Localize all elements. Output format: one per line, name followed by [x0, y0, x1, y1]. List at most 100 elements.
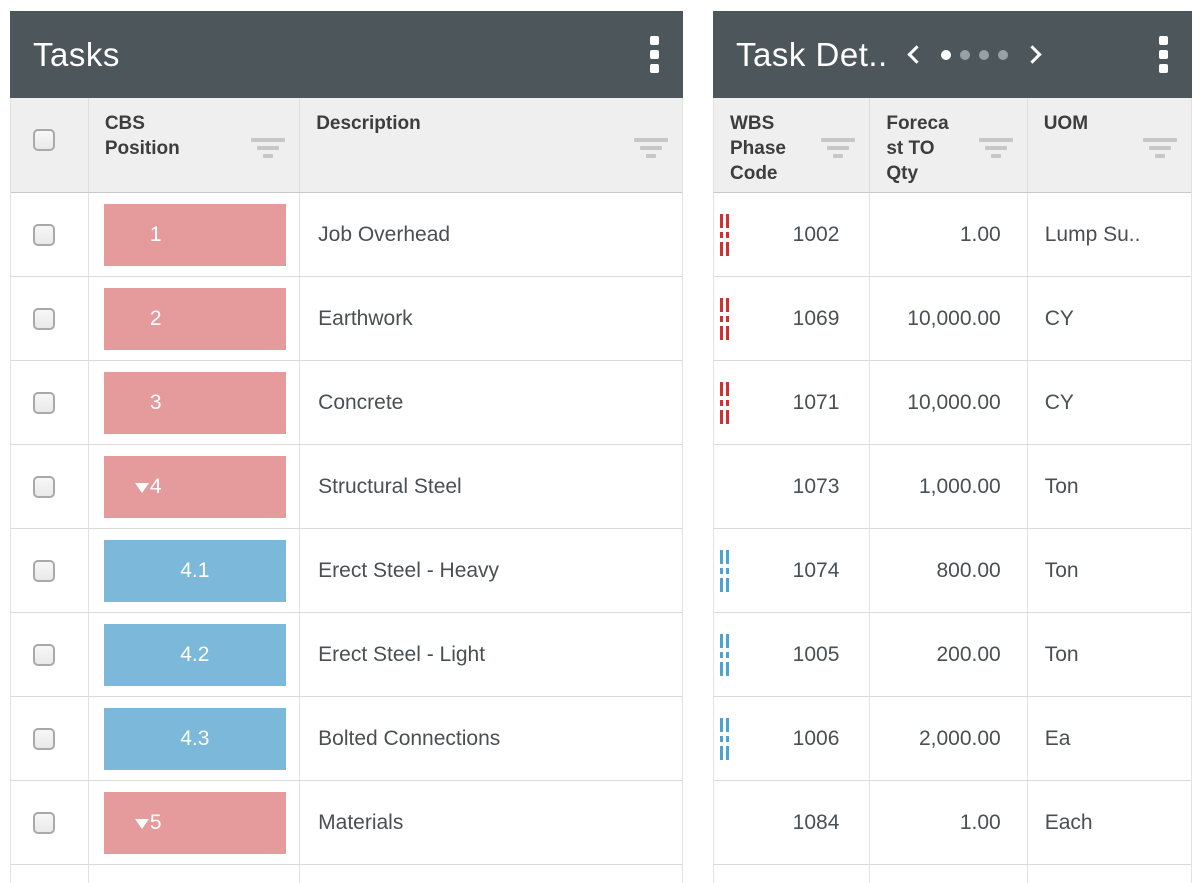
filter-icon[interactable] — [978, 138, 1013, 192]
description-cell[interactable]: Earthwork — [300, 277, 682, 360]
table-row[interactable]: 4.3 Bolted Connections — [11, 697, 682, 781]
uom-cell[interactable]: Lump Su.. — [1028, 193, 1191, 276]
wbs-phase-code-cell[interactable]: 1005 — [714, 613, 871, 696]
wbs-phase-code-cell[interactable]: 1069 — [714, 277, 871, 360]
forecast-to-qty-cell[interactable]: 1,000.00 — [870, 445, 1028, 528]
cbs-position-badge[interactable]: 2 — [103, 287, 286, 350]
uom-cell[interactable]: Ton — [1028, 445, 1191, 528]
chevron-left-icon[interactable] — [907, 45, 926, 64]
wbs-phase-code-value: 1006 — [792, 726, 840, 750]
description-cell[interactable]: Materials — [300, 781, 682, 864]
forecast-to-qty-cell — [870, 865, 1028, 883]
description-cell[interactable]: Structural Steel — [300, 445, 682, 528]
column-header-wbs-phase-code[interactable]: WBS Phase Code — [714, 98, 871, 192]
chevron-right-icon[interactable] — [1023, 45, 1042, 64]
uom-cell[interactable]: Each — [1028, 781, 1191, 864]
uom-cell[interactable]: Ton — [1028, 529, 1191, 612]
row-checkbox[interactable] — [33, 811, 55, 834]
cbs-position-badge[interactable]: 4.2 — [103, 623, 286, 686]
wbs-phase-code-value: 1074 — [792, 558, 840, 582]
filter-icon[interactable] — [251, 138, 286, 192]
table-row[interactable]: 4.1 Erect Steel - Heavy — [11, 529, 682, 613]
pager-dot[interactable] — [978, 49, 989, 60]
column-header-uom[interactable]: UOM — [1028, 98, 1191, 192]
table-row[interactable]: 1005 200.00 Ton — [714, 613, 1191, 697]
wbs-phase-code-cell[interactable]: 1084 — [714, 781, 871, 864]
checkbox-cell — [11, 361, 89, 444]
column-label: Foreca st TO Qty — [886, 113, 949, 184]
filter-icon[interactable] — [1143, 138, 1177, 192]
row-checkbox[interactable] — [33, 475, 55, 498]
wbs-phase-code-cell[interactable]: 1071 — [714, 361, 871, 444]
cbs-position-badge[interactable]: 4.1 — [103, 539, 286, 602]
description-cell[interactable]: Bolted Connections — [300, 697, 682, 780]
table-row[interactable]: 1074 800.00 Ton — [714, 529, 1191, 613]
table-row[interactable]: 1006 2,000.00 Ea — [714, 697, 1191, 781]
forecast-to-qty-cell[interactable]: 200.00 — [870, 613, 1028, 696]
forecast-to-qty-cell[interactable]: 2,000.00 — [870, 697, 1028, 780]
table-row[interactable]: 4 Structural Steel — [11, 445, 682, 529]
cbs-position-cell — [89, 865, 301, 883]
table-row[interactable]: 3 Concrete — [11, 361, 682, 445]
table-row[interactable]: 1 Job Overhead — [11, 193, 682, 277]
pager-dot[interactable] — [997, 49, 1008, 60]
uom-cell[interactable]: Ea — [1028, 697, 1191, 780]
description-cell[interactable]: Erect Steel - Light — [300, 613, 682, 696]
table-row[interactable]: 1073 1,000.00 Ton — [714, 445, 1191, 529]
kebab-menu-icon[interactable] — [646, 30, 663, 80]
description-cell[interactable]: Erect Steel - Heavy — [300, 529, 682, 612]
column-header-cbs-position[interactable]: CBS Position — [89, 98, 301, 192]
uom-cell[interactable]: Ton — [1028, 613, 1191, 696]
forecast-to-qty-cell[interactable]: 800.00 — [870, 529, 1028, 612]
forecast-to-qty-cell[interactable]: 1.00 — [870, 193, 1028, 276]
wbs-phase-code-cell[interactable]: 1002 — [714, 193, 871, 276]
column-header-description[interactable]: Description — [300, 98, 682, 192]
pager-dot-active[interactable] — [940, 49, 951, 60]
cbs-position-badge[interactable]: 1 — [103, 203, 286, 266]
forecast-to-qty-cell[interactable]: 10,000.00 — [870, 361, 1028, 444]
filter-icon[interactable] — [821, 138, 856, 192]
cbs-position-badge[interactable]: 3 — [103, 371, 286, 434]
table-row[interactable]: 2 Earthwork — [11, 277, 682, 361]
row-checkbox[interactable] — [33, 223, 55, 246]
pager-dot[interactable] — [959, 49, 970, 60]
table-row[interactable]: 1071 10,000.00 CY — [714, 361, 1191, 445]
row-checkbox[interactable] — [33, 727, 55, 750]
details-column-header-row: WBS Phase Code Foreca st TO Qty — [714, 98, 1191, 193]
uom-cell[interactable]: CY — [1028, 361, 1191, 444]
task-details-panel: Task Det.. WBS Phase Code — [713, 11, 1192, 883]
collapse-arrow-icon — [134, 818, 149, 829]
filter-icon[interactable] — [634, 138, 668, 192]
row-checkbox[interactable] — [33, 307, 55, 330]
row-checkbox[interactable] — [33, 643, 55, 666]
row-checkbox[interactable] — [33, 391, 55, 414]
cbs-position-badge[interactable]: 5 — [103, 791, 286, 854]
tasks-grid: CBS Position Description 1 — [10, 98, 683, 883]
forecast-to-qty-cell[interactable]: 1.00 — [870, 781, 1028, 864]
description-text: Bolted Connections — [318, 726, 501, 750]
column-header-forecast-to-qty[interactable]: Foreca st TO Qty — [870, 98, 1028, 192]
select-all-checkbox[interactable] — [33, 129, 55, 151]
cbs-position-badge[interactable]: 4.3 — [103, 707, 286, 770]
row-checkbox[interactable] — [33, 559, 55, 582]
forecast-to-qty-value: 1,000.00 — [918, 474, 1001, 498]
wbs-phase-code-cell[interactable]: 1073 — [714, 445, 871, 528]
cbs-position-cell: 4.1 — [89, 529, 301, 612]
table-row[interactable]: 5 Materials — [11, 781, 682, 865]
wbs-phase-code-cell[interactable]: 1006 — [714, 697, 871, 780]
cbs-position-label: 2 — [149, 306, 162, 330]
table-row[interactable]: 4.2 Erect Steel - Light — [11, 613, 682, 697]
forecast-to-qty-cell[interactable]: 10,000.00 — [870, 277, 1028, 360]
description-cell[interactable]: Job Overhead — [300, 193, 682, 276]
wbs-phase-code-cell[interactable]: 1074 — [714, 529, 871, 612]
pager — [907, 45, 1042, 64]
kebab-menu-icon[interactable] — [1155, 30, 1172, 80]
description-cell[interactable]: Concrete — [300, 361, 682, 444]
table-row[interactable]: 1002 1.00 Lump Su.. — [714, 193, 1191, 277]
uom-cell[interactable]: CY — [1028, 277, 1191, 360]
description-cell — [300, 865, 682, 883]
table-row[interactable]: 1084 1.00 Each — [714, 781, 1191, 865]
table-row[interactable]: 1069 10,000.00 CY — [714, 277, 1191, 361]
cbs-position-badge[interactable]: 4 — [103, 455, 286, 518]
